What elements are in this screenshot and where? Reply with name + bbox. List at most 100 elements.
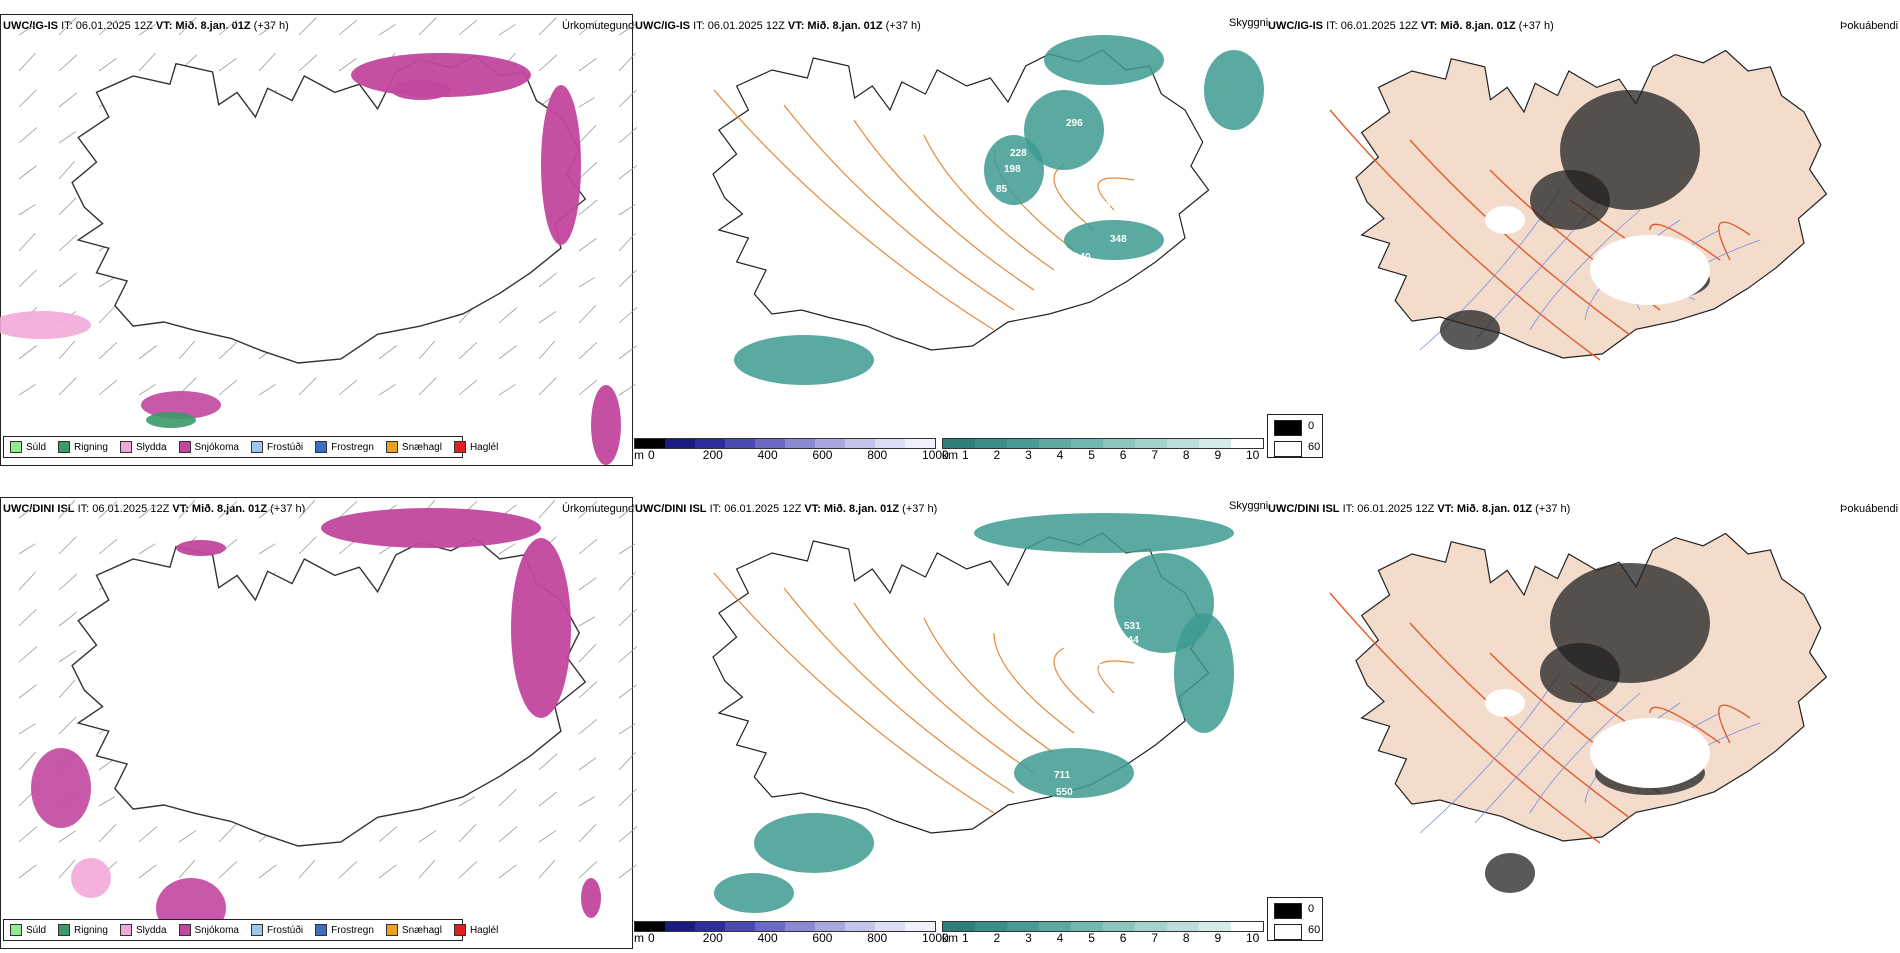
wind-barb xyxy=(618,89,637,108)
wind-barb xyxy=(538,753,558,771)
model-name: UWC/IG-IS xyxy=(3,20,58,32)
colorbar-tick: 800 xyxy=(867,448,888,462)
colorbar-cell xyxy=(1231,439,1263,448)
colorbar-cell xyxy=(635,922,665,931)
colorbar-tick: 200 xyxy=(702,448,723,462)
low-visibility-area xyxy=(984,135,1044,205)
wind-barb xyxy=(618,307,638,324)
colorbar-cell xyxy=(1135,922,1167,931)
colorbar-tick: 1 xyxy=(962,448,969,462)
river xyxy=(1529,692,1641,814)
wind-barb xyxy=(18,543,36,555)
fog-legend-label: 0 xyxy=(1308,420,1315,432)
legend-swatch xyxy=(315,441,328,453)
colorbar-tick: 4 xyxy=(1056,448,1064,462)
wind-barb xyxy=(298,499,316,519)
wind-barb xyxy=(298,54,318,72)
wind-barb xyxy=(498,384,516,396)
wind-barb xyxy=(218,824,237,843)
cloud-base-label: 711 xyxy=(1054,770,1071,781)
valid-time: Mið. 8.jan. 01Z xyxy=(175,20,251,32)
legend-label: Frostúði xyxy=(266,441,304,453)
wind-barb xyxy=(138,52,156,72)
wind-barb xyxy=(498,788,517,807)
wind-barb xyxy=(18,684,37,699)
coastline xyxy=(712,49,1210,351)
colorbar-tick: 0 xyxy=(648,448,655,462)
cloud-title: Skyggni xyxy=(1229,17,1269,29)
wind-barb xyxy=(578,757,597,771)
wind-barb xyxy=(178,17,197,36)
wind-barb xyxy=(618,684,637,699)
colorbar-tick: 200 xyxy=(702,931,723,945)
wind-barb xyxy=(98,342,118,360)
low-visibility-area xyxy=(1014,748,1134,798)
snow-area xyxy=(31,748,91,828)
wind-barb xyxy=(58,499,76,519)
low-visibility-area xyxy=(1044,35,1164,85)
fog-title: Þokuábendi xyxy=(1840,20,1899,32)
wind-barb xyxy=(138,24,156,36)
wind-barb xyxy=(98,58,117,72)
model-name: UWC/IG-IS xyxy=(635,20,690,32)
lead-time: (+37 h) xyxy=(902,503,938,515)
wind-barb xyxy=(578,577,597,591)
colorbar-cell xyxy=(1071,922,1103,931)
colorbar-unit: km xyxy=(942,931,958,945)
road xyxy=(1718,221,1751,261)
fog-index-map xyxy=(1329,532,1828,893)
lead-time: (+37 h) xyxy=(1535,503,1571,515)
wind-barb xyxy=(298,859,316,879)
cloud-base-label: 198 xyxy=(1004,164,1021,175)
road xyxy=(1649,706,1721,744)
lead-time: (+37 h) xyxy=(270,503,306,515)
colorbar-cell xyxy=(1199,922,1231,931)
legend-label: Snæhagl xyxy=(401,924,442,936)
snow-area xyxy=(511,538,571,718)
wind-barb xyxy=(618,788,637,807)
fog-legend-label: 60 xyxy=(1308,441,1321,453)
colorbar-cell xyxy=(1039,922,1071,931)
legend-label: Snjókoma xyxy=(194,924,239,936)
precip-type-map xyxy=(0,17,638,465)
road xyxy=(853,602,1035,774)
road xyxy=(713,572,995,814)
snow-area xyxy=(176,540,226,556)
colorbar-tick: 400 xyxy=(757,448,778,462)
precip-title: Úrkomutegund xyxy=(562,503,635,515)
wind-barb xyxy=(618,24,636,36)
colorbar-cell xyxy=(1199,439,1231,448)
valid-prefix: VT: xyxy=(1437,503,1454,515)
wind-barb xyxy=(18,826,38,843)
road xyxy=(1649,223,1721,261)
cloud-base-label: 381 xyxy=(999,600,1016,611)
colorbar-cell xyxy=(1103,922,1135,931)
wind-barb xyxy=(218,861,238,879)
init-time: IT: 06.01.2025 12Z xyxy=(693,20,785,32)
valid-prefix: VT: xyxy=(804,503,821,515)
wind-barb xyxy=(498,864,517,879)
wind-barb xyxy=(458,342,478,360)
wind-barb xyxy=(418,859,436,879)
low-visibility-area xyxy=(974,513,1234,553)
wind-barb xyxy=(618,384,636,396)
legend-swatch xyxy=(119,924,132,936)
wind-barb xyxy=(138,384,156,396)
colorbar-tick: 8 xyxy=(1182,931,1190,945)
legend-item: Frostúði xyxy=(250,441,304,453)
wind-barb xyxy=(138,345,157,360)
wind-barb xyxy=(18,24,36,36)
valid-time: Mið. 8.jan. 01Z xyxy=(1440,20,1516,32)
colorbar-strip xyxy=(634,921,936,932)
wind-barb xyxy=(98,824,117,843)
wind-barb xyxy=(58,679,76,699)
fog-legend-swatch xyxy=(1274,441,1302,457)
colorbar-cell xyxy=(1167,922,1199,931)
model-name: UWC/IG-IS xyxy=(1268,20,1323,32)
snow-area xyxy=(141,391,221,419)
wind-barb xyxy=(18,345,37,360)
legend-item: Snjókoma xyxy=(178,924,239,936)
wind-barb xyxy=(378,826,398,843)
coastline xyxy=(71,537,587,847)
colorbar-cell xyxy=(1231,922,1263,931)
